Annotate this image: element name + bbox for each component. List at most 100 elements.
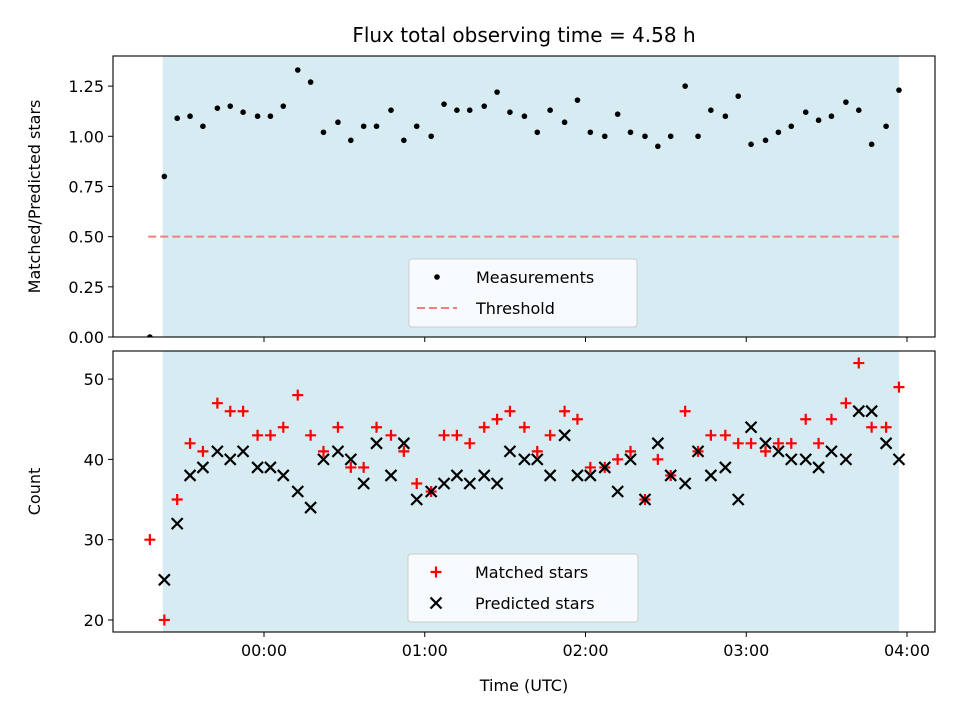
- axes-frame: [112, 350, 936, 633]
- predicted-star-point: [518, 453, 531, 466]
- predicted-star-point: [598, 461, 612, 474]
- measurement-point: [695, 133, 701, 140]
- measurement-point: [802, 109, 809, 115]
- predicted-star-point: [317, 453, 330, 466]
- matched-star-point: [785, 437, 797, 449]
- y-axis-label: Count: [25, 468, 44, 516]
- measurement-point: [521, 113, 528, 120]
- predicted-star-point: [384, 469, 398, 482]
- predicted-star-point: [678, 477, 692, 490]
- measurement-point: [682, 83, 688, 89]
- measurement-point: [655, 143, 661, 150]
- measurement-point: [174, 115, 180, 122]
- predicted-star-point: [477, 469, 491, 482]
- predicted-star-point: [397, 437, 411, 450]
- legend-label: Matched stars: [475, 563, 588, 582]
- matched-star-point: [504, 405, 516, 417]
- matched-star-point: [559, 405, 571, 417]
- predicted-star-point: [892, 453, 906, 466]
- flux-ratio-panel: 0.00 0.25 0.50 0.75 1.00 1.25 Matched/Predicte…: [25, 55, 936, 347]
- measurement-point: [227, 103, 234, 109]
- measurement-point: [547, 107, 553, 113]
- y-tick-label: 40: [84, 450, 104, 469]
- matched-star-point: [825, 413, 837, 425]
- matched-star-point: [571, 413, 583, 425]
- y-tick-label: 0.25: [68, 278, 104, 297]
- measurement-point: [762, 137, 769, 144]
- predicted-star-point: [357, 477, 370, 490]
- matched-star-point: [252, 429, 264, 441]
- predicted-star-point: [264, 461, 277, 474]
- matched-star-point: [237, 405, 249, 417]
- predicted-star-point: [731, 493, 745, 506]
- measurement-point: [320, 129, 327, 136]
- measurement-point: [466, 107, 473, 113]
- matched-star-point: [371, 421, 383, 433]
- predicted-star-point: [463, 477, 477, 490]
- measurement-point: [896, 87, 902, 93]
- matched-star-point: [211, 397, 223, 409]
- measurement-point: [587, 129, 594, 136]
- x-axis-label: Time (UTC): [479, 676, 568, 695]
- measurement-point: [187, 113, 193, 120]
- y-tick-label: 1.00: [68, 127, 104, 146]
- data-points: [147, 67, 902, 337]
- legend-marker-x: [429, 596, 443, 610]
- matched-star-point: [531, 445, 543, 457]
- predicted-star-point: [543, 469, 557, 482]
- predicted-star-point: [196, 461, 210, 474]
- measurement-point: [748, 141, 754, 148]
- x-tick-label: 03:00: [723, 641, 769, 660]
- measurement-point: [494, 89, 500, 95]
- legend: Matched stars Predicted stars: [407, 553, 639, 623]
- matched-star-point: [144, 534, 156, 546]
- measurement-point: [214, 105, 221, 111]
- measurement-point: [240, 109, 246, 115]
- measurement-point: [360, 123, 367, 130]
- data-points: [144, 357, 906, 626]
- matched-star-point: [893, 381, 905, 393]
- matched-star-point: [491, 413, 503, 425]
- measurement-point: [868, 141, 875, 148]
- predicted-star-point: [852, 404, 866, 418]
- predicted-star-point: [304, 501, 317, 514]
- predicted-star-point: [277, 469, 290, 482]
- matched-star-point: [544, 429, 556, 441]
- predicted-star-point: [223, 453, 237, 466]
- measurement-point: [348, 137, 354, 144]
- predicted-star-point: [744, 420, 758, 434]
- matched-star-point: [398, 445, 410, 457]
- matched-star-point: [451, 429, 463, 441]
- predicted-star-point: [799, 453, 813, 466]
- y-tick-label: 50: [84, 370, 104, 389]
- series-matched-stars: [144, 357, 905, 626]
- predicted-star-point: [558, 429, 571, 442]
- measurement-point: [667, 133, 674, 140]
- measurement-point: [441, 101, 447, 107]
- matched-star-point: [705, 429, 717, 441]
- measurement-point: [373, 123, 380, 130]
- matched-star-point: [317, 445, 329, 457]
- measurement-point: [775, 129, 782, 136]
- matched-star-point: [679, 405, 691, 417]
- legend: Measurements Threshold: [408, 258, 638, 328]
- measurement-point: [413, 123, 420, 130]
- y-tick-label: 30: [84, 531, 104, 550]
- predicted-star-point: [759, 437, 772, 450]
- legend-label: Threshold: [475, 299, 555, 318]
- matched-star-point: [332, 421, 344, 433]
- measurement-point: [614, 111, 621, 118]
- measurement-point: [883, 123, 889, 130]
- matched-star-point: [197, 445, 209, 457]
- predicted-star-point: [437, 477, 451, 490]
- matched-star-point: [358, 461, 370, 473]
- matched-star-point: [853, 357, 865, 369]
- measurement-point: [454, 107, 460, 113]
- matched-star-point: [292, 389, 304, 401]
- predicted-star-point: [424, 485, 438, 498]
- predicted-star-point: [503, 445, 517, 458]
- matched-star-point: [719, 429, 731, 441]
- predicted-star-point: [450, 469, 464, 482]
- predicted-star-point: [812, 461, 825, 474]
- measurement-point: [788, 123, 795, 130]
